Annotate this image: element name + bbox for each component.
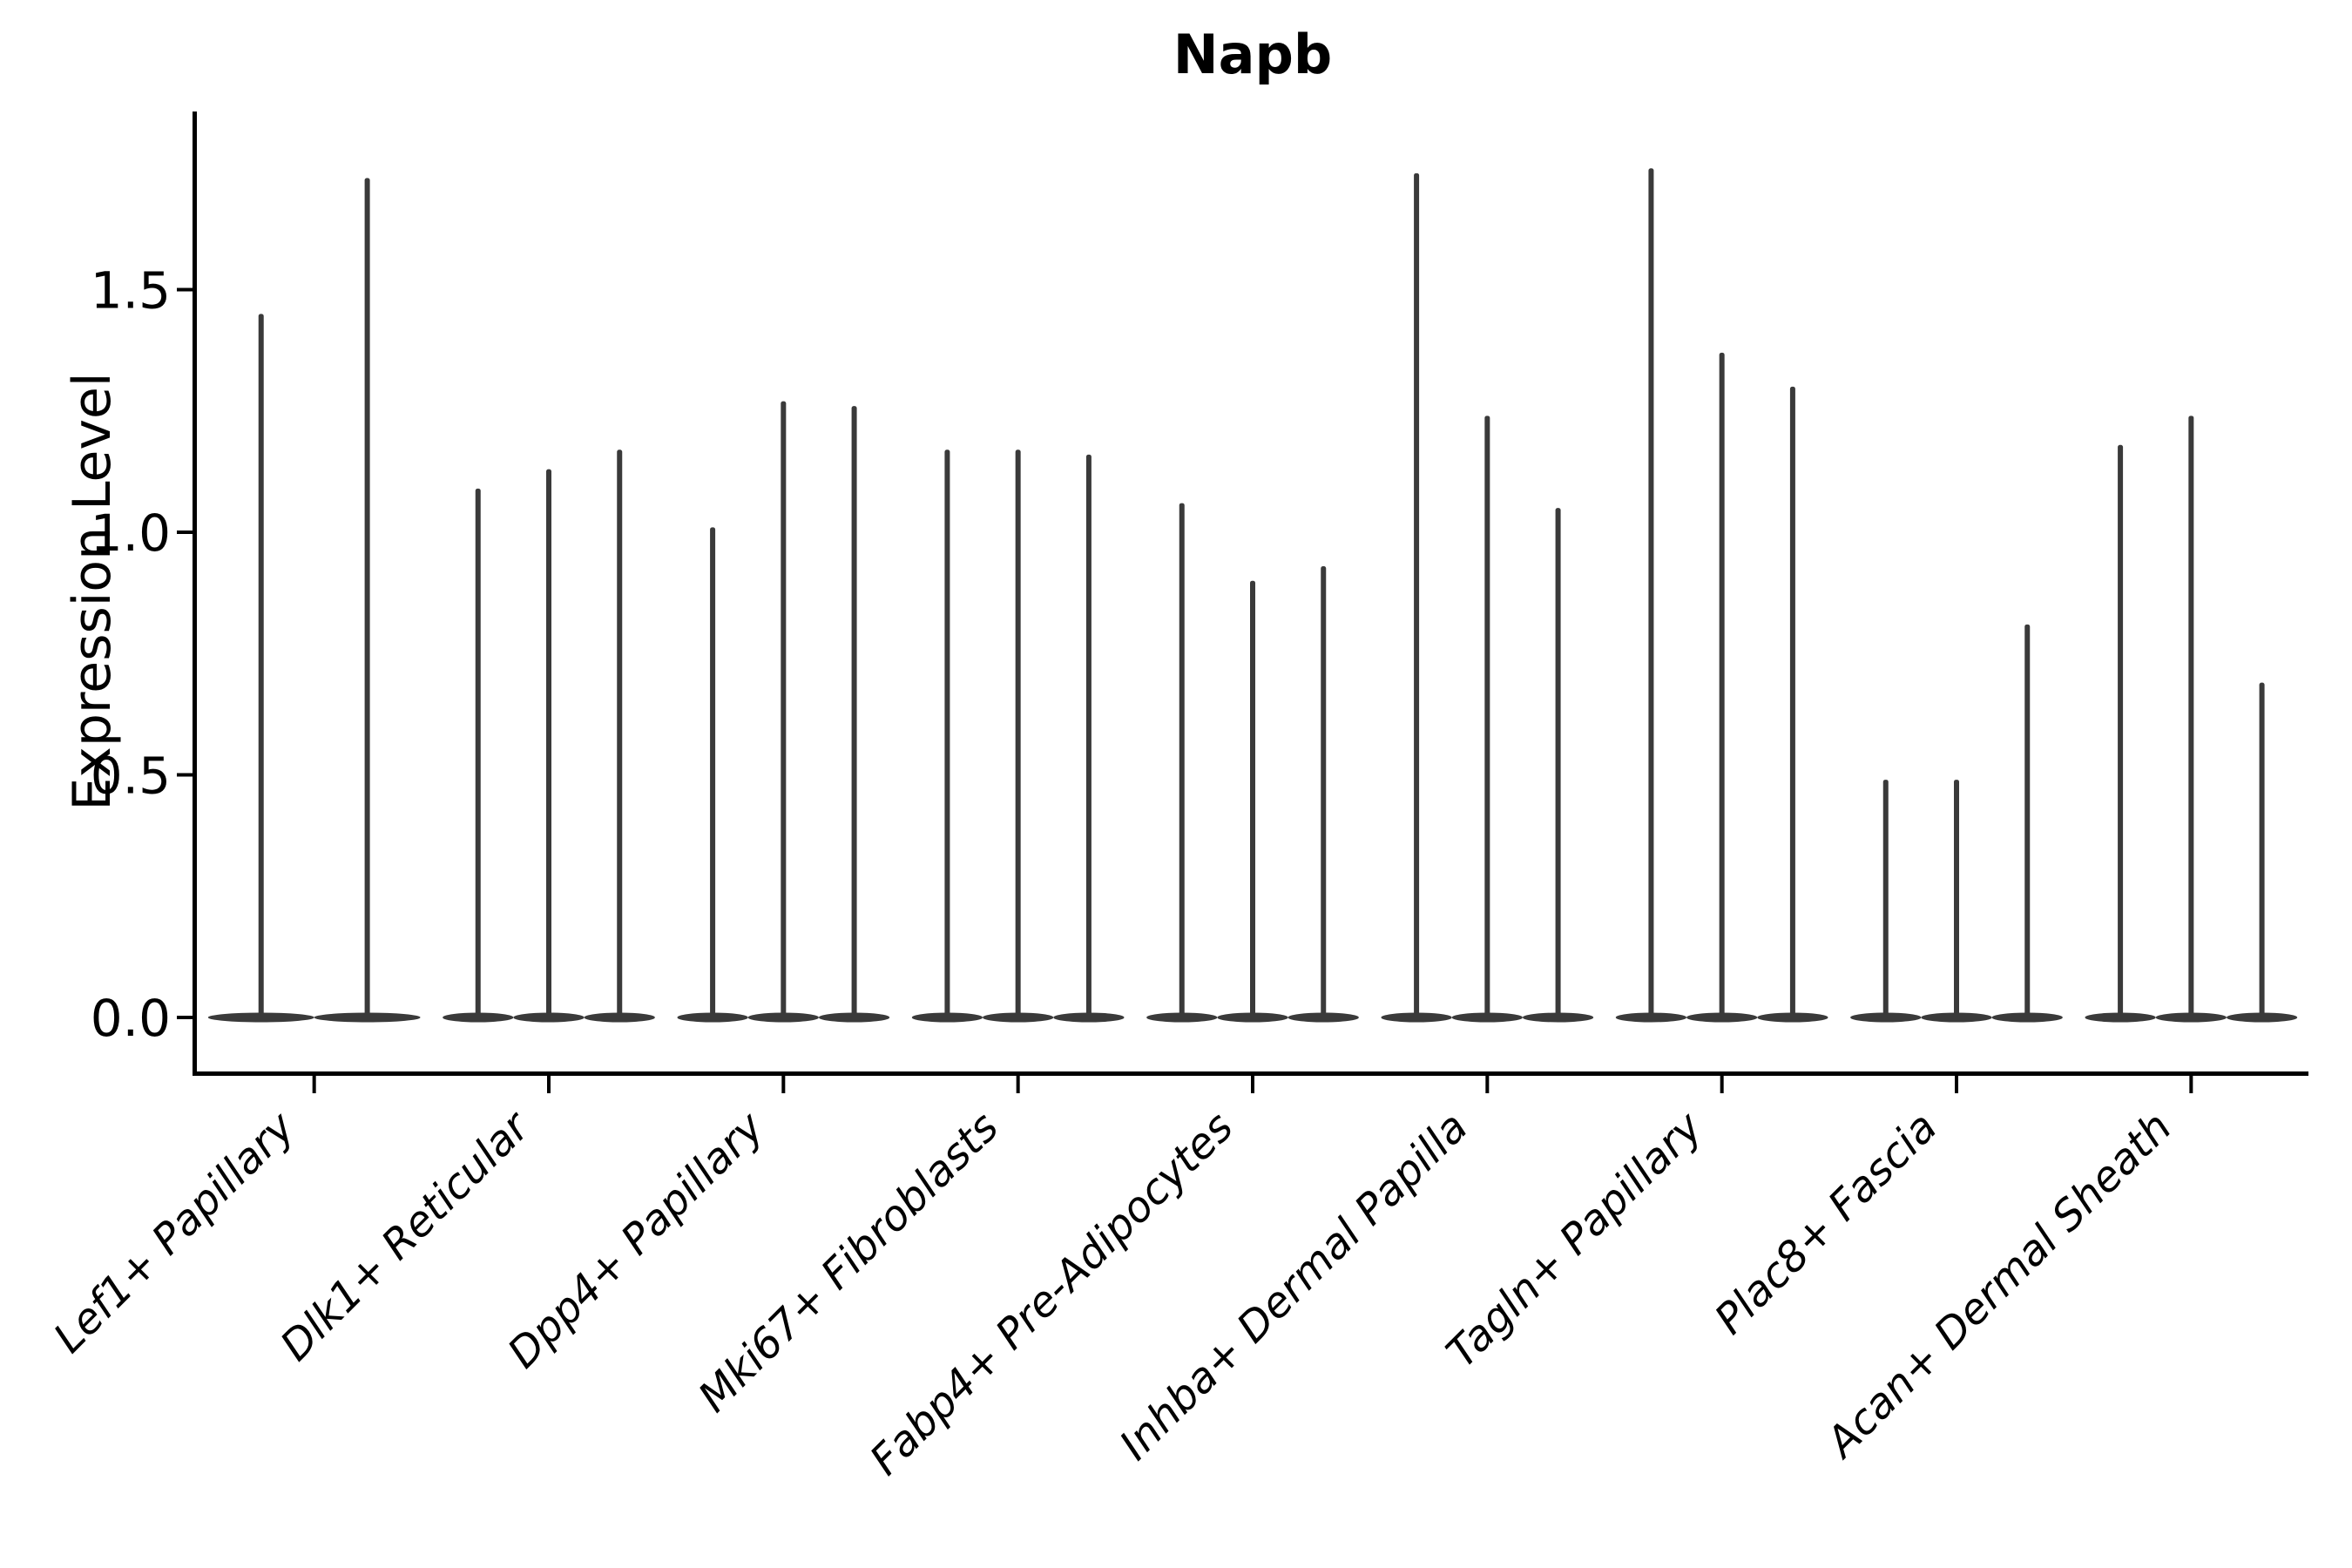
x-tick-mark [781,1076,786,1093]
x-tick-mark [312,1076,316,1093]
y-tick-label: 0.5 [91,746,171,805]
violin-needle [546,469,551,1017]
violin-needle [1719,352,1725,1017]
x-tick-mark [547,1076,551,1093]
y-tick-mark [177,1016,193,1019]
violin-needle [851,406,857,1017]
violin-needle [258,314,264,1018]
x-axis-spine [193,1071,2308,1076]
violin-needle [781,401,787,1017]
y-tick-label: 1.0 [91,504,171,563]
y-axis-spine [193,112,197,1076]
y-tick-mark [177,287,193,292]
x-tick-mark [2189,1076,2193,1093]
violin-needle [2188,416,2194,1017]
violin-needle [1321,565,1327,1017]
x-category-label: Dlk1+ Reticular [271,1101,541,1371]
violin-needle [1882,780,1889,1017]
x-tick-mark [1720,1076,1724,1093]
violin-needle [475,488,481,1017]
x-category-label: Dpp4+ Papillary [498,1102,774,1377]
y-tick-label: 1.5 [91,260,171,320]
violin-needle [1954,780,1959,1017]
x-tick-mark [1016,1076,1020,1093]
y-tick-mark [177,773,193,777]
violin-needle [1555,508,1561,1017]
violin-needle [1789,386,1795,1017]
violin-needle [617,449,623,1017]
violin-needle [1414,172,1420,1017]
x-category-label: Lef1+ Papillary [44,1102,305,1362]
x-tick-mark [1251,1076,1254,1093]
y-tick-label: 0.0 [91,989,171,1048]
violin-needle [710,527,716,1017]
violin-needle [364,178,370,1017]
x-tick-mark [1955,1076,1958,1093]
violin-needle [1085,454,1092,1017]
violin-needle [1015,449,1021,1017]
y-tick-mark [177,531,193,534]
violin-needle [944,449,950,1017]
violin-needle [2024,624,2031,1017]
plot-title: Napb [1173,23,1333,86]
x-category-label: Tagln+ Papillary [1437,1102,1713,1377]
violin-needle [1484,416,1490,1017]
y-axis-title: Expression Level [62,372,123,810]
violin-needle [1648,168,1654,1017]
x-category-label: Plac8+ Fascia [1706,1103,1947,1344]
violin-needle [1250,580,1255,1017]
x-tick-mark [1485,1076,1490,1093]
violin-needle [1179,503,1185,1017]
violin-needle [2259,682,2265,1017]
violin-needle [2118,444,2124,1017]
